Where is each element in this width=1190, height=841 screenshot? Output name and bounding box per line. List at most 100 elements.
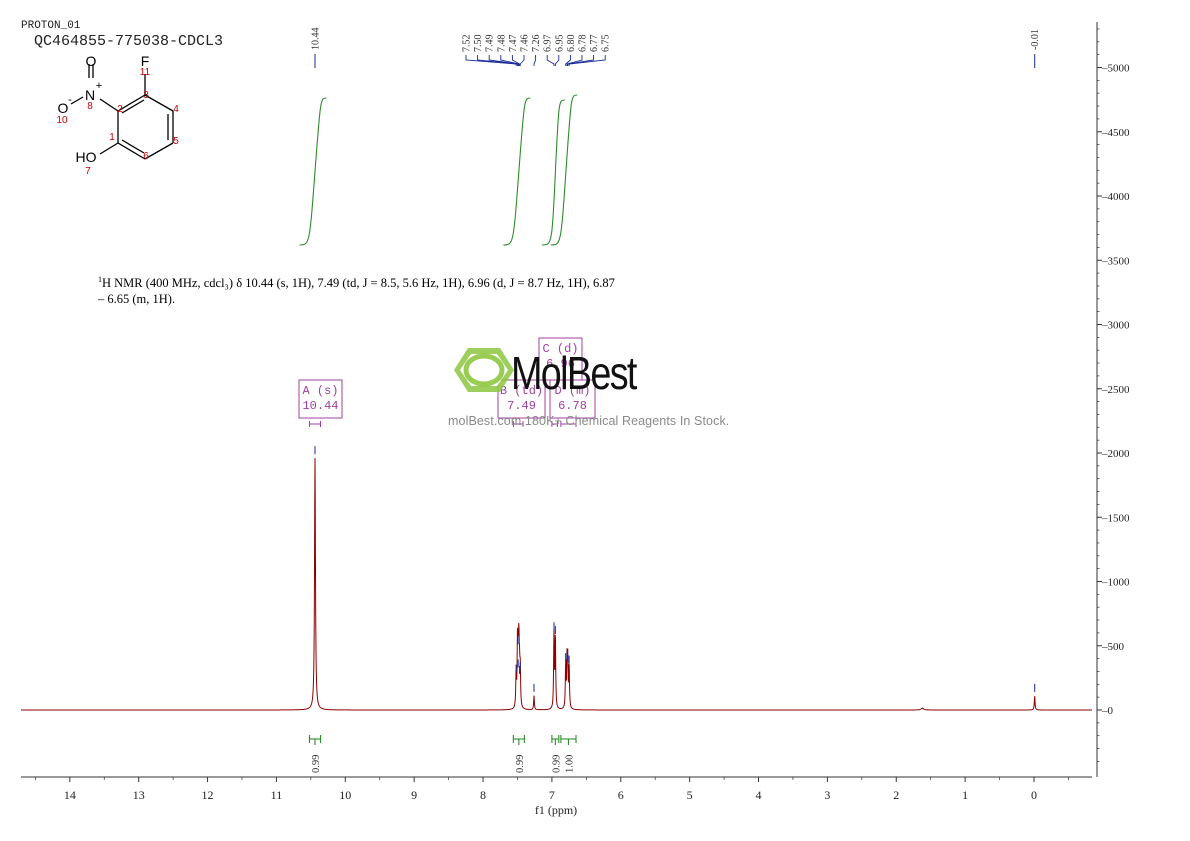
x-tick-label: 6 — [618, 788, 624, 802]
atom-number: 7 — [85, 166, 91, 177]
integral-value: 0.99 — [515, 755, 526, 773]
peak-leader — [567, 55, 595, 66]
multiplet-box-text: A (s) — [302, 384, 338, 398]
peak-leader — [519, 55, 525, 66]
multiplet-box-text: D (m) — [554, 384, 590, 398]
multiplet-box-text: 10.44 — [302, 399, 338, 413]
atom-number: 8 — [87, 101, 93, 112]
x-axis-label: f1 (ppm) — [535, 803, 577, 817]
x-tick-label: 10 — [339, 788, 351, 802]
multiplet-box-text: C (d) — [542, 342, 578, 356]
molecule-bonds — [70, 64, 174, 160]
atom-number: 10 — [56, 115, 68, 126]
multiplet-annotations: A (s)10.44C (d)6.96B (td)7.49D (m)6.78 — [298, 337, 596, 427]
molbest-logo-icon — [454, 348, 514, 392]
x-tick-label: 1 — [962, 788, 968, 802]
x-tick-label: 4 — [756, 788, 762, 802]
atom-numbers: 1 2 3 4 5 6 7 8 9 10 11 — [56, 67, 179, 177]
peak-shift-label: 6.75 — [601, 35, 612, 53]
x-tick-label: 7 — [549, 788, 555, 802]
y-tick-label: –0 — [1101, 705, 1114, 717]
x-tick-label: 5 — [687, 788, 693, 802]
peak-shift-label: 7.50 — [473, 35, 484, 53]
x-axis-ticks: 14 13 12 11 10 9 8 7 6 5 4 3 2 1 0 — [35, 777, 1069, 802]
integral-value: 0.99 — [311, 755, 322, 773]
multiplet-box-text: 6.96 — [546, 357, 575, 371]
nmr-description: 1H NMR (400 MHz, cdcl₃) δ 10.44 (s, 1H),… — [98, 272, 658, 307]
nmr-superscript: 1 — [98, 275, 102, 284]
y-axis-ticks: –0 –500 –1000 –1500 –2000 –2500 –3000 –3500 –400… — [1097, 28, 1130, 762]
integral-curve — [503, 97, 531, 246]
peak-shift-label: 6.97 — [543, 35, 554, 53]
experiment-name: PROTON_01 — [21, 20, 81, 32]
peak-leader — [500, 55, 520, 66]
nmr-line-2: – 6.65 (m, 1H). — [98, 292, 176, 307]
atom-fluorine: F — [141, 53, 150, 69]
nmr-line-1-text: H NMR (400 MHz, cdcl₃) δ 10.44 (s, 1H), … — [102, 276, 615, 291]
multiplet-a: A (s)10.44 — [298, 379, 343, 419]
spectrum-line — [21, 458, 1092, 711]
spectrum-trace — [21, 446, 1092, 711]
atom-o-left-charge: - — [68, 94, 72, 106]
peak-shift-label: 6.78 — [578, 35, 589, 53]
peak-shift-label: 6.80 — [566, 35, 577, 53]
y-tick-label: –4500 — [1101, 127, 1130, 139]
peak-shift-label: 7.48 — [496, 35, 507, 53]
x-tick-label: 3 — [824, 788, 830, 802]
atom-o-top: O — [86, 53, 97, 69]
watermark-tagline: molBest.com,180K+ Chemical Reagents In S… — [448, 414, 730, 428]
y-tick-label: –5000 — [1101, 63, 1130, 75]
y-tick-label: –3000 — [1101, 320, 1130, 332]
x-tick-label: 12 — [202, 788, 214, 802]
integral-value: 0.99 — [551, 755, 562, 773]
y-tick-label: –3500 — [1101, 255, 1130, 267]
multiplet-box-frame — [538, 337, 583, 381]
atom-number: 11 — [140, 67, 151, 78]
x-tick-label: 11 — [271, 788, 283, 802]
multiplet-c: C (d)6.96 — [538, 337, 583, 381]
peak-shift-label: 7.46 — [520, 35, 531, 53]
y-tick-label: –1500 — [1101, 512, 1130, 524]
y-tick-label: –2500 — [1101, 384, 1130, 396]
peak-shift-label: 7.26 — [531, 35, 542, 53]
peak-leader — [511, 55, 520, 66]
integral-curves — [299, 94, 578, 246]
peak-shift-label: 6.95 — [554, 35, 565, 53]
y-tick-label: –500 — [1101, 641, 1125, 653]
integral-value: 1.00 — [564, 755, 575, 773]
peak-shift-label: -0.01 — [1030, 29, 1041, 50]
peak-shift-label: 10.44 — [310, 28, 321, 51]
peak-shift-label: 7.49 — [485, 35, 496, 53]
atom-number: 1 — [109, 132, 115, 143]
multiplet-box-frame — [549, 379, 596, 419]
x-tick-label: 2 — [893, 788, 899, 802]
atom-number: 4 — [173, 104, 179, 115]
atom-number: 5 — [173, 136, 179, 147]
y-tick-label: –2000 — [1101, 448, 1130, 460]
atom-number: 3 — [143, 90, 149, 101]
peak-leader — [533, 55, 537, 66]
x-tick-label: 0 — [1031, 788, 1037, 802]
peak-leader — [465, 55, 517, 66]
watermark-brand: MolBest — [511, 347, 637, 399]
molecule-structure: O N + O - F HO 1 2 3 4 5 6 7 8 9 10 11 — [56, 53, 179, 177]
peak-leader — [554, 55, 560, 66]
multiplet-box-text: 6.78 — [558, 399, 587, 413]
multiplet-box-frame — [497, 379, 546, 419]
atom-hydroxyl: HO — [76, 149, 97, 165]
integral-curve — [550, 94, 578, 246]
nmr-line-1: 1H NMR (400 MHz, cdcl₃) δ 10.44 (s, 1H),… — [98, 272, 658, 291]
atom-o-left: O — [58, 100, 69, 116]
atom-nitrogen-charge: + — [96, 80, 102, 92]
atom-number: 2 — [117, 104, 123, 115]
x-tick-label: 8 — [480, 788, 486, 802]
sample-id: QC464855-775038-CDCL3 — [34, 33, 224, 50]
atom-nitrogen: N — [85, 87, 95, 103]
y-tick-label: –1000 — [1101, 577, 1130, 589]
peak-leader — [566, 55, 583, 66]
integral-curve — [299, 97, 327, 246]
peak-shift-label: 7.47 — [508, 35, 519, 53]
y-tick-label: –4000 — [1101, 191, 1130, 203]
peak-labels: 10.44 -0.017.52 7.50 7.49 7.48 7.47 7.46 7.26 6.… — [310, 28, 1041, 68]
multiplet-box-text: 7.49 — [507, 399, 536, 413]
